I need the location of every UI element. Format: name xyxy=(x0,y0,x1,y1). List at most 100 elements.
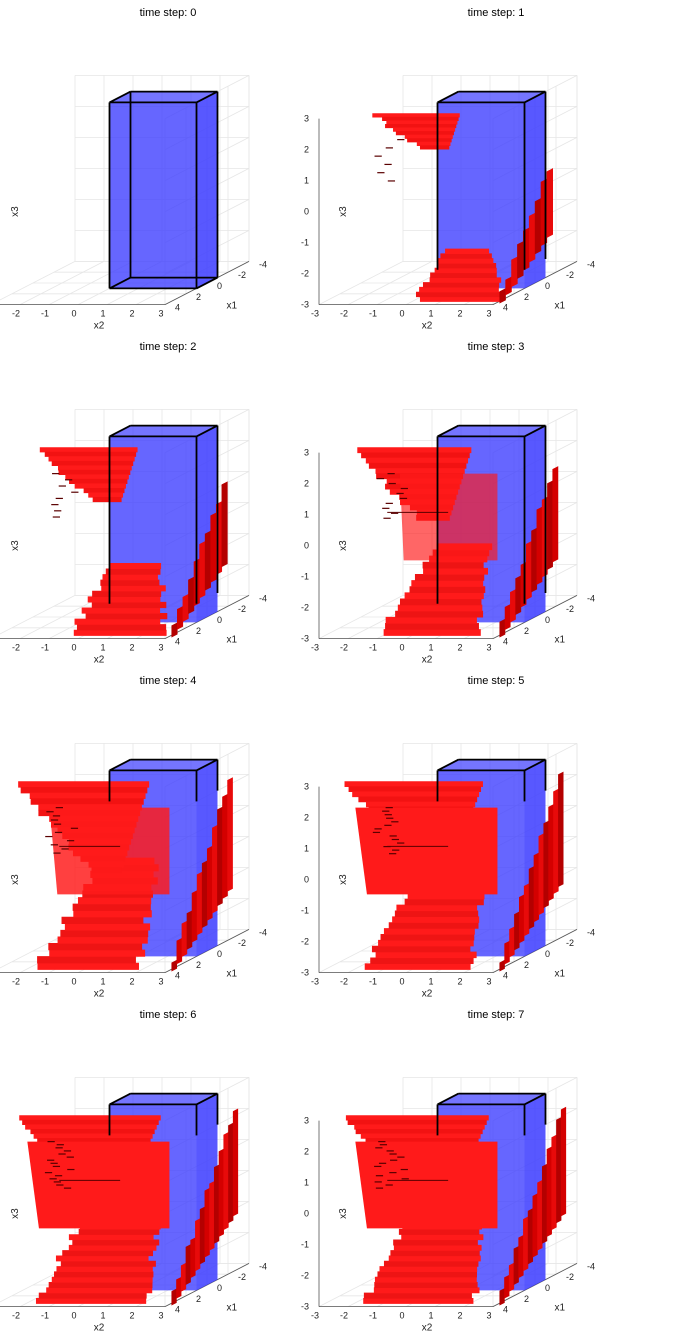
x1-axis-label: x1 xyxy=(555,1302,566,1313)
target-box-edges xyxy=(436,1092,547,1136)
x1-tick-label: 2 xyxy=(196,960,201,970)
x1-tick-label: 2 xyxy=(196,626,201,636)
x2-tick-label: 2 xyxy=(129,309,134,319)
x2-tick-label: 1 xyxy=(100,977,105,987)
x3-axis-label: x3 xyxy=(338,540,349,551)
x2-tick-label: 3 xyxy=(486,309,491,319)
chart-svg: time step: 1 3 2 1 0 -1 -2 -3-3 -2 -1 0 1 2 3 -4 -2 0 2 4 x… xyxy=(301,7,595,332)
x2-tick-label: 2 xyxy=(129,643,134,653)
x2-tick-label: -3 xyxy=(311,977,319,987)
x3-tick-label: -3 xyxy=(301,634,309,644)
x1-tick-label: -4 xyxy=(587,1261,595,1271)
chart-panel-step-1: time step: 1 3 2 1 0 -1 -2 -3 -3 -2 -1 0 1 2 3 -4 -2 0 2 4 x… xyxy=(301,0,665,335)
target-box-edges xyxy=(108,758,219,802)
x3-tick-label: 3 xyxy=(304,448,309,458)
x3-tick-label: -2 xyxy=(301,603,309,613)
x1-tick-label: 0 xyxy=(545,281,550,291)
x1-tick-label: -2 xyxy=(238,270,246,280)
x2-tick-label: 2 xyxy=(457,1311,462,1321)
x2-tick-label: -2 xyxy=(340,977,348,987)
x1-axis-label: x1 xyxy=(227,968,238,979)
x2-tick-label: 1 xyxy=(428,309,433,319)
x2-tick-label: 1 xyxy=(100,643,105,653)
x2-tick-label: -3 xyxy=(311,1311,319,1321)
x2-tick-label: -3 xyxy=(311,309,319,319)
x1-tick-label: 2 xyxy=(524,960,529,970)
reachable-set-core xyxy=(355,807,498,895)
target-box xyxy=(109,91,218,289)
x3-tick-label: 1 xyxy=(304,1178,309,1188)
chart-svg: time step: 63210-1-2-3-3-2-10123-4-2024x… xyxy=(0,1009,267,1334)
x2-tick-label: 0 xyxy=(71,977,76,987)
x3-tick-label: 1 xyxy=(304,510,309,520)
x2-axis-label: x2 xyxy=(422,1323,433,1334)
x2-tick-label: -1 xyxy=(369,643,377,653)
voxel-steps xyxy=(372,807,449,855)
x1-tick-label: -2 xyxy=(238,604,246,614)
x2-tick-label: -2 xyxy=(340,1311,348,1321)
x1-tick-label: 4 xyxy=(503,303,508,313)
x2-tick-label: -2 xyxy=(12,309,20,319)
chart-svg: time step: 5 3 2 1 0 -1 -2 -3-3 -2 -1 0 1 2 3 -4 -2 0 2 4 x… xyxy=(301,675,595,1000)
x1-tick-label: -4 xyxy=(259,593,267,603)
x1-tick-label: -2 xyxy=(238,1272,246,1282)
x2-tick-label: 0 xyxy=(399,643,404,653)
x3-axis-label: x3 xyxy=(10,540,21,551)
x1-tick-label: 2 xyxy=(196,1294,201,1304)
x1-tick-label: 4 xyxy=(175,303,180,313)
x3-axis-label: x3 xyxy=(338,1208,349,1219)
chart-panel-step-7: time step: 7 3 2 1 0 -1 -2 -3 -3 -2 -1 0 1 2 3 -4 -2 0 2 4 x… xyxy=(301,1002,665,1337)
x1-tick-label: 0 xyxy=(217,615,222,625)
reachable-set-core xyxy=(27,1141,170,1229)
x1-axis-label: x1 xyxy=(227,300,238,311)
x2-tick-label: 0 xyxy=(399,1311,404,1321)
x3-tick-label: -2 xyxy=(301,1271,309,1281)
x2-tick-label: 2 xyxy=(457,643,462,653)
x1-axis-label: x1 xyxy=(555,968,566,979)
x1-tick-label: -2 xyxy=(566,604,574,614)
x3-tick-label: -3 xyxy=(301,968,309,978)
x1-tick-label: -4 xyxy=(587,927,595,937)
x2-tick-label: 2 xyxy=(129,1311,134,1321)
x2-tick-label: -1 xyxy=(41,309,49,319)
chart-svg: time step: 7 3 2 1 0 -1 -2 -3-3 -2 -1 0 1 2 3 -4 -2 0 2 4 x… xyxy=(301,1009,595,1334)
x2-tick-label: 2 xyxy=(457,977,462,987)
target-box-edges xyxy=(436,90,547,270)
x2-axis-label: x2 xyxy=(422,989,433,1000)
voxel-steps xyxy=(374,139,405,182)
x3-tick-label: -3 xyxy=(301,300,309,310)
x2-tick-label: 2 xyxy=(457,309,462,319)
target-box-edges xyxy=(108,424,219,604)
x2-tick-label: 3 xyxy=(158,977,163,987)
x2-tick-label: 1 xyxy=(428,643,433,653)
x2-axis-label: x2 xyxy=(94,1323,105,1334)
chart-svg: time step: 03210-1-2-3-3-2-10123-4-2024x… xyxy=(0,7,267,332)
chart-svg: time step: 23210-1-2-3-3-2-10123-4-2024x… xyxy=(0,341,267,666)
x3-tick-label: 0 xyxy=(304,541,309,551)
x1-tick-label: 0 xyxy=(217,1283,222,1293)
x2-tick-label: 3 xyxy=(158,1311,163,1321)
x3-tick-label: 3 xyxy=(304,782,309,792)
x2-tick-label: 0 xyxy=(71,643,76,653)
chart-title: time step: 4 xyxy=(140,675,197,687)
x2-tick-label: 0 xyxy=(71,1311,76,1321)
voxel-steps xyxy=(44,1141,121,1189)
x1-tick-label: 2 xyxy=(524,292,529,302)
x1-tick-label: 4 xyxy=(175,637,180,647)
chart-title: time step: 6 xyxy=(140,1009,197,1021)
x1-tick-label: -2 xyxy=(566,270,574,280)
voxel-steps xyxy=(374,1141,449,1189)
target-box-edges xyxy=(436,758,547,802)
chart-svg: time step: 3 3 2 1 0 -1 -2 -3-3 -2 -1 0 1 2 3 -4 -2 0 2 4 x… xyxy=(301,341,595,666)
x1-tick-label: 0 xyxy=(545,1283,550,1293)
x1-tick-label: 2 xyxy=(196,292,201,302)
x2-axis-label: x2 xyxy=(422,321,433,332)
chart-title: time step: 7 xyxy=(468,1009,525,1021)
x2-tick-label: -1 xyxy=(41,1311,49,1321)
x2-tick-label: -2 xyxy=(12,643,20,653)
chart-title: time step: 5 xyxy=(468,675,525,687)
